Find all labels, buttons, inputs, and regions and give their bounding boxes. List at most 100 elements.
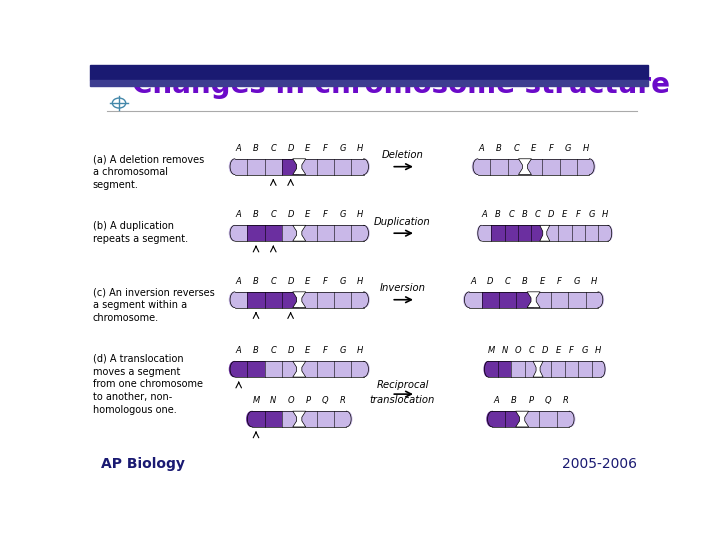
Bar xyxy=(282,292,300,308)
Ellipse shape xyxy=(229,361,238,377)
Bar xyxy=(585,292,599,308)
Ellipse shape xyxy=(486,411,496,427)
Text: E: E xyxy=(531,144,536,152)
Bar xyxy=(487,361,498,377)
Text: B: B xyxy=(495,210,501,219)
Bar xyxy=(534,292,551,308)
Text: D: D xyxy=(287,144,294,152)
Text: C: C xyxy=(505,276,510,286)
Bar xyxy=(317,225,334,241)
Text: E: E xyxy=(556,346,561,355)
Ellipse shape xyxy=(360,159,370,174)
Text: P: P xyxy=(305,396,310,405)
Polygon shape xyxy=(540,225,550,241)
Text: F: F xyxy=(549,144,554,152)
Bar xyxy=(538,361,552,377)
Text: G: G xyxy=(339,346,346,355)
Ellipse shape xyxy=(360,361,370,377)
Text: translocation: translocation xyxy=(370,395,435,405)
Bar xyxy=(578,361,592,377)
Bar xyxy=(518,225,531,241)
Bar xyxy=(300,361,317,377)
Bar xyxy=(317,411,334,427)
Ellipse shape xyxy=(586,159,595,174)
Text: G: G xyxy=(339,276,346,286)
Bar xyxy=(265,225,282,241)
Bar xyxy=(248,292,265,308)
Ellipse shape xyxy=(229,159,238,174)
Bar xyxy=(511,361,525,377)
Polygon shape xyxy=(293,411,306,427)
Bar xyxy=(300,159,317,174)
Ellipse shape xyxy=(598,361,606,377)
Ellipse shape xyxy=(595,292,604,308)
Bar xyxy=(265,292,282,308)
Text: R: R xyxy=(562,396,568,405)
Bar xyxy=(351,159,365,174)
Text: M: M xyxy=(487,346,495,355)
Polygon shape xyxy=(533,361,543,377)
Ellipse shape xyxy=(606,225,613,241)
Bar xyxy=(490,159,508,174)
Bar xyxy=(317,159,334,174)
Ellipse shape xyxy=(472,159,481,174)
Bar xyxy=(300,411,317,427)
Bar xyxy=(265,411,282,427)
Bar xyxy=(498,361,511,377)
Bar xyxy=(508,159,525,174)
Text: C: C xyxy=(535,210,541,219)
Text: O: O xyxy=(515,346,521,355)
Polygon shape xyxy=(527,292,540,308)
Text: H: H xyxy=(356,346,363,355)
Bar xyxy=(334,225,351,241)
Bar xyxy=(592,361,603,377)
Ellipse shape xyxy=(566,411,575,427)
Text: A: A xyxy=(493,396,499,405)
Text: B: B xyxy=(522,276,528,286)
Polygon shape xyxy=(293,225,306,241)
Bar xyxy=(499,292,516,308)
Bar xyxy=(572,225,585,241)
Text: B: B xyxy=(253,210,259,219)
Bar xyxy=(282,411,300,427)
Bar xyxy=(542,159,559,174)
Bar xyxy=(351,225,365,241)
Text: F: F xyxy=(323,210,328,219)
Text: D: D xyxy=(541,346,548,355)
Text: H: H xyxy=(595,346,601,355)
Bar xyxy=(598,225,609,241)
Bar xyxy=(317,292,334,308)
Text: A: A xyxy=(236,276,242,286)
Text: D: D xyxy=(287,276,294,286)
Text: C: C xyxy=(271,144,276,152)
Text: F: F xyxy=(576,210,581,219)
Bar xyxy=(525,159,542,174)
Text: Reciprocal: Reciprocal xyxy=(377,380,428,390)
Bar xyxy=(90,65,648,80)
Bar xyxy=(282,225,300,241)
Text: G: G xyxy=(339,210,346,219)
Bar xyxy=(505,225,518,241)
Polygon shape xyxy=(293,292,306,308)
Text: Deletion: Deletion xyxy=(382,150,423,160)
Text: Inversion: Inversion xyxy=(379,283,426,293)
Text: G: G xyxy=(565,144,572,152)
Text: G: G xyxy=(339,144,346,152)
Text: C: C xyxy=(528,346,534,355)
Ellipse shape xyxy=(246,411,256,427)
Text: Duplication: Duplication xyxy=(374,217,431,227)
Text: H: H xyxy=(591,276,598,286)
Text: A: A xyxy=(236,346,242,355)
Text: 2005-2006: 2005-2006 xyxy=(562,457,637,471)
Bar xyxy=(233,159,248,174)
Bar xyxy=(531,225,545,241)
Text: Changes in chromosome structure: Changes in chromosome structure xyxy=(132,71,670,99)
Bar xyxy=(300,225,317,241)
Text: A: A xyxy=(236,144,242,152)
Bar xyxy=(558,225,572,241)
Text: B: B xyxy=(496,144,502,152)
Text: H: H xyxy=(582,144,589,152)
Text: AP Biology: AP Biology xyxy=(101,457,185,471)
Ellipse shape xyxy=(229,292,238,308)
Bar xyxy=(265,361,282,377)
